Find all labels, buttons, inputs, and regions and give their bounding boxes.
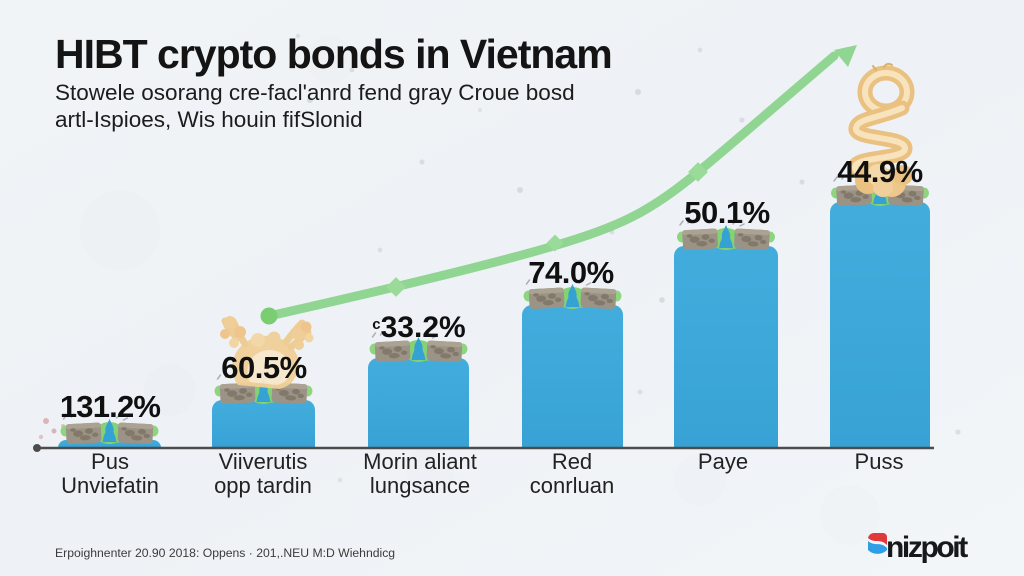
svg-text:c33.2%: c33.2% <box>372 311 465 344</box>
svg-text:Puss: Puss <box>855 449 904 474</box>
svg-text:Viiverutis: Viiverutis <box>219 449 308 474</box>
svg-text:artl-Ispioes, Wis houin fifSlo: artl-Ispioes, Wis houin fifSlonid <box>55 107 363 132</box>
svg-text:lungsance: lungsance <box>370 473 470 498</box>
svg-text:nizpoit: nizpoit <box>886 531 968 564</box>
svg-text:conrluan: conrluan <box>530 473 614 498</box>
svg-text:Red: Red <box>552 449 592 474</box>
svg-text:Erpoighnenter 20.90 2018: Oppe: Erpoighnenter 20.90 2018: Oppens · 201,.… <box>55 546 395 560</box>
svg-text:44.9%: 44.9% <box>837 154 922 189</box>
svg-text:opp tardin: opp tardin <box>214 473 312 498</box>
svg-text:Morin aliant: Morin aliant <box>363 449 477 474</box>
svg-text:Pus: Pus <box>91 449 129 474</box>
svg-text:74.0%: 74.0% <box>528 255 613 290</box>
svg-text:50.1%: 50.1% <box>684 195 769 230</box>
svg-text:Paye: Paye <box>698 449 748 474</box>
svg-text:60.5%: 60.5% <box>221 350 306 385</box>
svg-text:Stowele osorang cre-facl'anrd: Stowele osorang cre-facl'anrd fend gray … <box>55 80 575 105</box>
svg-text:Unviefatin: Unviefatin <box>61 473 159 498</box>
svg-text:131.2%: 131.2% <box>60 389 161 424</box>
svg-text:HIBT crypto bonds in Vietnam: HIBT crypto bonds in Vietnam <box>55 31 612 77</box>
